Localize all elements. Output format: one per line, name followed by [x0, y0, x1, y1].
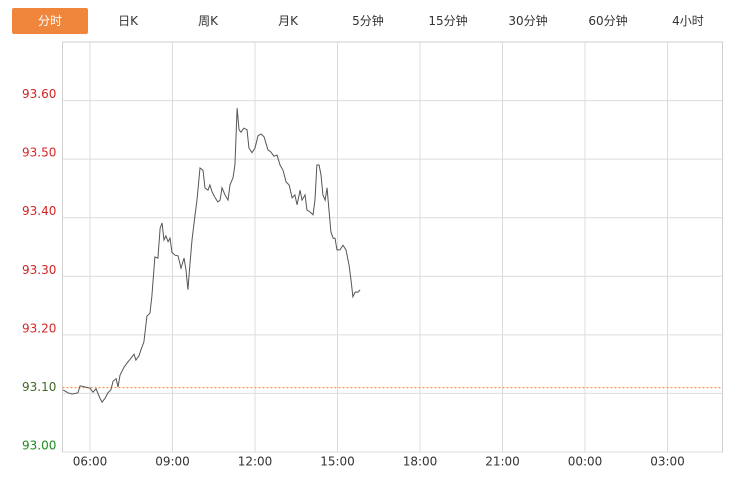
x-tick-label: 06:00: [73, 455, 108, 469]
tab[interactable]: 60分钟: [588, 14, 628, 28]
tab[interactable]: 月K: [278, 14, 298, 28]
x-tick-label: 00:00: [568, 455, 603, 469]
y-tick-label: 93.00: [22, 439, 56, 453]
y-tick-label: 93.30: [22, 263, 56, 277]
tab[interactable]: 4小时: [672, 14, 704, 28]
x-tick-label: 18:00: [403, 455, 438, 469]
tab[interactable]: 5分钟: [352, 14, 384, 28]
price-line: [62, 108, 361, 404]
y-tick-label: 93.20: [22, 321, 56, 335]
tab[interactable]: 周K: [198, 14, 218, 28]
x-tick-label: 12:00: [238, 455, 273, 469]
plot-frame: [62, 41, 723, 453]
x-tick-label: 15:00: [320, 455, 355, 469]
tab[interactable]: 30分钟: [508, 14, 548, 28]
x-tick-label: 09:00: [155, 455, 190, 469]
tab[interactable]: 分时: [12, 8, 88, 34]
tab[interactable]: 15分钟: [428, 14, 468, 28]
x-tick-label: 21:00: [485, 455, 520, 469]
y-tick-label: 93.40: [22, 204, 56, 218]
y-tick-label: 93.60: [22, 87, 56, 101]
y-tick-label: 93.10: [22, 380, 56, 394]
x-tick-label: 03:00: [650, 455, 685, 469]
y-tick-label: 93.50: [22, 146, 56, 160]
tab[interactable]: 日K: [118, 14, 138, 28]
